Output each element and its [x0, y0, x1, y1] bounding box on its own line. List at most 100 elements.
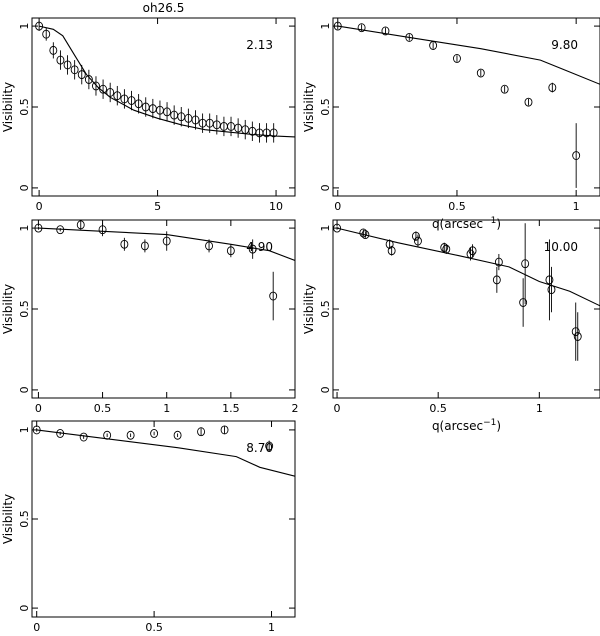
- x-tick-label: 1: [536, 402, 543, 415]
- data-point: [106, 87, 115, 97]
- y-tick-label: 0: [18, 386, 31, 393]
- x-tick-label: 2: [292, 402, 299, 415]
- data-point: [63, 60, 72, 70]
- model-curve: [337, 25, 600, 85]
- data-point: [220, 425, 229, 435]
- data-point: [466, 249, 475, 259]
- data-point: [127, 96, 136, 105]
- y-tick-label: 0.5: [18, 510, 31, 528]
- data-point: [265, 441, 274, 451]
- data-point: [359, 228, 368, 238]
- panel-annotation: 8.70: [246, 441, 273, 455]
- data-point: [56, 55, 65, 65]
- data-point: [248, 244, 257, 254]
- x-axis-label: q(arcsec−1): [432, 216, 501, 231]
- data-point: [77, 70, 86, 80]
- y-tick-label: 0: [319, 184, 332, 191]
- data-point: [548, 83, 557, 93]
- data-point: [49, 45, 58, 55]
- data-point: [385, 239, 394, 249]
- data-point: [56, 225, 65, 235]
- x-tick-label: 0.5: [448, 200, 466, 213]
- data-point: [357, 23, 366, 33]
- y-axis-label: Visibility: [1, 284, 15, 334]
- data-point: [381, 26, 390, 36]
- data-point: [573, 332, 582, 341]
- data-point: [453, 54, 461, 63]
- data-point: [494, 257, 503, 267]
- data-point: [134, 99, 143, 109]
- model-curve: [36, 429, 295, 477]
- x-axis-label-sup: −1: [483, 216, 496, 226]
- data-point: [333, 21, 342, 31]
- data-layer: [333, 21, 600, 188]
- x-axis-label-main: q(arcsec: [432, 419, 483, 433]
- data-point: [519, 298, 528, 307]
- data-point: [269, 128, 278, 138]
- x-tick-label: 0: [334, 402, 341, 415]
- y-tick-label: 0.5: [18, 300, 31, 318]
- x-tick-label: 1: [163, 402, 170, 415]
- y-axis-label: Visibility: [1, 494, 15, 544]
- data-point: [84, 75, 93, 84]
- data-point: [571, 327, 580, 337]
- data-point: [163, 107, 172, 117]
- data-point: [103, 430, 112, 440]
- panel-1: 0 5 10 0 0.5 1 Visibility oh26.5 2.13: [1, 1, 296, 213]
- x-tick-label: 0: [33, 621, 40, 634]
- data-point: [476, 68, 485, 78]
- data-point: [92, 81, 100, 91]
- data-point: [113, 91, 122, 101]
- x-axis-label-close: ): [496, 217, 501, 231]
- data-point: [405, 32, 414, 42]
- panel-2: 0 0.5 1 0 0.5 1 Visibility q(arcsec−1) 9.80: [302, 17, 600, 231]
- y-tick-label: 0: [18, 184, 31, 191]
- data-point: [79, 432, 88, 442]
- data-point: [333, 223, 341, 233]
- y-tick-label: 1: [18, 225, 31, 232]
- data-point: [492, 275, 501, 285]
- data-point: [191, 115, 200, 125]
- data-point: [197, 427, 206, 437]
- data-point: [440, 243, 449, 252]
- data-layer: [34, 220, 295, 321]
- data-point: [387, 246, 396, 256]
- y-axis-label: Visibility: [302, 82, 316, 132]
- y-axis-label: Visibility: [1, 82, 15, 132]
- x-tick-label: 0: [334, 200, 341, 213]
- x-tick-label: 0: [35, 402, 42, 415]
- y-tick-label: 0.5: [319, 98, 332, 116]
- data-point: [468, 246, 477, 256]
- data-point: [226, 246, 235, 256]
- y-axis-label: Visibility: [302, 284, 316, 334]
- x-axis-label: q(arcsec−1): [432, 418, 501, 433]
- y-tick-label: 1: [18, 23, 31, 30]
- x-tick-label: 0.5: [145, 621, 163, 634]
- x-axis-label-sup: −1: [483, 418, 496, 428]
- data-point: [34, 223, 43, 233]
- data-point: [140, 241, 149, 251]
- data-point: [545, 275, 554, 285]
- data-point: [521, 259, 530, 269]
- x-axis-label-close: ): [496, 419, 501, 433]
- y-tick-label: 0.5: [18, 98, 31, 116]
- x-tick-label: 10: [269, 200, 283, 213]
- data-layer: [32, 425, 295, 477]
- data-point: [76, 220, 85, 230]
- model-curve: [38, 227, 295, 262]
- x-tick-label: 0: [36, 200, 43, 213]
- data-point: [126, 430, 135, 440]
- data-layer: [35, 21, 295, 143]
- x-tick-label: 1.5: [222, 402, 240, 415]
- data-point: [70, 65, 79, 75]
- data-point: [500, 84, 509, 94]
- x-tick-label: 1: [573, 200, 580, 213]
- data-point: [35, 21, 44, 31]
- data-point: [150, 429, 159, 438]
- data-point: [547, 285, 556, 295]
- data-layer: [333, 223, 600, 361]
- data-point: [524, 97, 533, 107]
- data-point: [411, 231, 420, 241]
